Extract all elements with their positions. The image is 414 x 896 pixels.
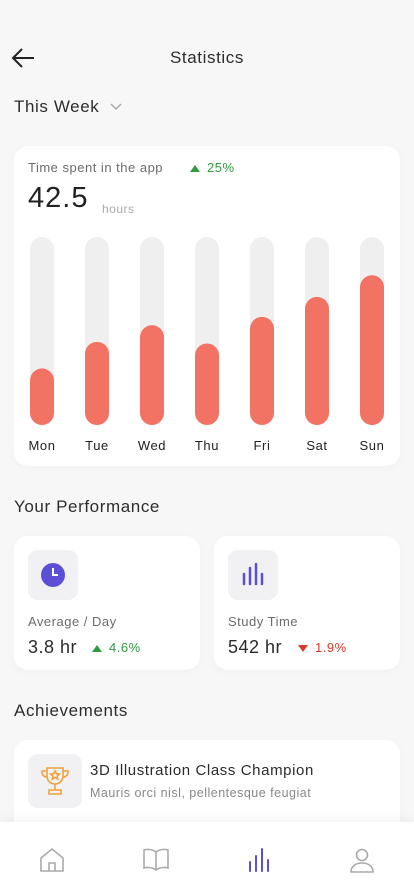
time-unit: hours — [102, 202, 135, 216]
page-title: Statistics — [169, 48, 245, 67]
time-value: 42.5 — [28, 182, 89, 214]
back-button[interactable] — [10, 46, 36, 70]
period-label: This Week — [14, 97, 100, 116]
bar — [195, 343, 219, 425]
time-label: Time spent in the app — [28, 160, 164, 175]
stat-label: Study Time — [228, 614, 299, 629]
trophy-icon — [41, 767, 69, 795]
stat-card: Average / Day 3.8 hr 4.6% — [14, 536, 200, 670]
change-value: 4.6% — [109, 640, 141, 655]
bar — [140, 325, 164, 425]
x-tick-label: Wed — [138, 438, 166, 453]
section-title: Achievements — [14, 701, 128, 720]
stat-change: 4.6% — [92, 640, 141, 655]
chevron — [110, 103, 122, 111]
icon-box — [28, 550, 78, 600]
clock-icon — [41, 563, 65, 587]
period-selector[interactable]: This Week — [14, 97, 123, 117]
stat-change: 1.9% — [298, 640, 347, 655]
bar — [30, 368, 54, 425]
bar — [250, 316, 274, 425]
trend-arrow — [92, 645, 102, 653]
time-card: Time spent in the app 25% 42.5 hours Mon… — [14, 146, 400, 466]
profile-tab[interactable] — [348, 846, 376, 874]
bars-icon — [242, 562, 264, 586]
change-value: 1.9% — [315, 640, 347, 655]
trend-arrow — [298, 645, 308, 653]
x-tick-label: Tue — [85, 438, 109, 453]
stat-label: Average / Day — [28, 614, 117, 629]
bottom-nav — [0, 822, 414, 896]
x-tick-label: Mon — [28, 438, 55, 453]
time-change: 25% — [190, 160, 235, 175]
trend-arrow — [190, 165, 200, 173]
stat-value: 542 hr — [228, 637, 283, 657]
x-tick-label: Fri — [254, 438, 271, 453]
achievement-title: 3D Illustration Class Champion — [90, 762, 314, 779]
home-tab[interactable] — [38, 846, 66, 874]
stat-value: 3.8 hr — [28, 637, 78, 657]
stat-card: Study Time 542 hr 1.9% — [214, 536, 400, 670]
section-title: Your Performance — [14, 497, 160, 516]
icon-box — [228, 550, 278, 600]
icon-box — [28, 754, 82, 808]
achievement-subtitle: Mauris orci nisl, pellentesque feugiat — [90, 786, 312, 800]
courses-tab[interactable] — [142, 846, 170, 874]
bar-chart: Mon Tue Wed Thu Fri Sat Sun — [28, 237, 385, 453]
x-tick-label: Sun — [360, 438, 385, 453]
bar — [85, 341, 109, 425]
x-tick-label: Thu — [195, 438, 219, 453]
x-tick-label: Sat — [306, 438, 327, 453]
bar — [305, 296, 329, 425]
bar — [360, 275, 384, 425]
change-value: 25% — [207, 160, 235, 175]
statistics-tab[interactable] — [246, 846, 274, 874]
